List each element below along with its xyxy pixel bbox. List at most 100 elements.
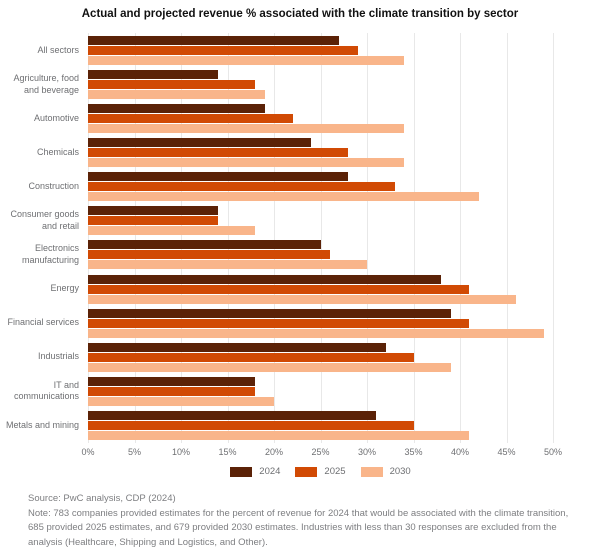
gridline: [506, 33, 508, 443]
category-row: Industrials: [0, 342, 600, 372]
legend-item-2024: 2024: [230, 466, 280, 477]
bar-group: [88, 308, 544, 338]
gridline: [88, 33, 89, 443]
x-axis-tick-label: 30%: [357, 447, 377, 457]
bar-2030: [88, 124, 405, 134]
bar-2025: [88, 216, 219, 226]
bar-2030: [88, 430, 470, 440]
x-axis-tick-label: 0%: [81, 447, 95, 457]
bar-2030: [88, 192, 479, 202]
bar-2024: [88, 70, 219, 80]
bar-group: [88, 376, 274, 406]
x-axis-tick-label: 10%: [171, 447, 191, 457]
bar-2030: [88, 56, 405, 65]
x-axis-tick-label: 5%: [127, 447, 142, 457]
bar-2024: [88, 410, 377, 420]
category-label: Electronics manufacturing: [21, 243, 79, 265]
gridline: [274, 33, 275, 443]
category-row: Consumer goods and retail: [0, 206, 600, 236]
x-axis-tick-label: 35%: [404, 447, 423, 457]
bar-2030: [88, 90, 265, 100]
legend-item-2025: 2025: [295, 466, 346, 477]
bar-2025: [88, 182, 395, 192]
bar-group: [88, 172, 479, 202]
bar-group: [88, 70, 265, 100]
bar-2025: [88, 114, 293, 124]
bar-2030: [88, 362, 451, 372]
bar-group: [88, 274, 516, 304]
gridline: [181, 33, 182, 443]
x-axis-tick-label: 20%: [264, 447, 284, 457]
bar-2024: [88, 240, 321, 250]
footer: Source: PwC analysis, CDP (2024) Note: 7…: [28, 492, 584, 551]
category-label: Financial services: [7, 317, 79, 328]
gridline: [227, 33, 229, 443]
category-row: Chemicals: [0, 138, 600, 168]
category-label: Automotive: [33, 112, 79, 123]
bar-2025: [88, 148, 349, 158]
bar-2024: [88, 308, 451, 318]
gridline: [460, 33, 461, 443]
bar-group: [88, 36, 405, 65]
category-label: Construction: [28, 180, 79, 191]
bar-2025: [88, 80, 256, 90]
bar-2024: [88, 36, 340, 45]
legend-swatch-2030: [360, 466, 383, 477]
x-axis: 0% 5% 10% 15% 20% 25% 30% 35% 40% 45% 50%: [81, 447, 562, 459]
category-label: Chemicals: [36, 146, 79, 157]
legend-label: 2025: [324, 466, 346, 477]
legend-label: 2024: [259, 466, 281, 477]
bar-2025: [88, 318, 470, 328]
bar-2025: [88, 250, 330, 260]
gridline: [367, 33, 368, 443]
bar-group: [88, 138, 405, 168]
x-axis-tick-label: 15%: [218, 447, 237, 457]
legend-item-2030: 2030: [360, 466, 411, 477]
category-row: Electronics manufacturing: [0, 240, 600, 270]
methodology-note: Note: 783 companies provided estimates f…: [28, 507, 569, 549]
bar-2024: [88, 342, 386, 352]
bar-2025: [88, 352, 414, 362]
gridline: [134, 33, 136, 443]
gridline: [320, 33, 322, 443]
legend-swatch-2024: [230, 466, 253, 477]
category-row: Energy: [0, 274, 600, 304]
x-axis-tick-label: 50%: [543, 447, 563, 457]
category-label: Energy: [50, 283, 79, 294]
bar-group: [88, 206, 256, 236]
x-axis-tick-label: 40%: [450, 447, 470, 457]
gridline: [413, 33, 415, 443]
category-row: All sectors: [0, 36, 600, 65]
bar-2025: [88, 386, 256, 396]
category-label: All sectors: [37, 44, 79, 55]
bar-2030: [88, 396, 274, 406]
gridlines: [88, 33, 554, 443]
category-row: Metals and mining: [0, 410, 600, 440]
category-label: IT and communications: [13, 379, 79, 402]
legend-swatch-2025: [295, 466, 318, 477]
category-row: Financial services: [0, 308, 600, 338]
bar-group: [88, 342, 451, 372]
bar-2024: [88, 172, 349, 182]
bar-group: [88, 240, 367, 270]
x-axis-tick-label: 45%: [497, 447, 516, 457]
bar-2024: [88, 206, 219, 216]
bar-rows: All sectors Agriculture, food and beverag…: [0, 33, 600, 443]
chart-title: Actual and projected revenue % associate…: [81, 8, 519, 20]
legend-label: 2030: [389, 466, 411, 477]
bar-2030: [88, 294, 516, 304]
source-note: Source: PwC analysis, CDP (2024): [28, 493, 176, 504]
category-label: Metals and mining: [5, 419, 79, 430]
bar-2030: [88, 328, 544, 338]
bar-2030: [88, 260, 367, 270]
bar-2024: [88, 376, 256, 386]
bar-group: [88, 410, 470, 440]
category-row: Automotive: [0, 104, 600, 134]
category-row: Construction: [0, 172, 600, 202]
legend: 2024 2025 2030: [88, 466, 553, 477]
bar-2025: [88, 420, 414, 430]
category-label: Industrials: [37, 351, 79, 362]
bar-2024: [88, 274, 442, 284]
bar-2024: [88, 104, 265, 114]
